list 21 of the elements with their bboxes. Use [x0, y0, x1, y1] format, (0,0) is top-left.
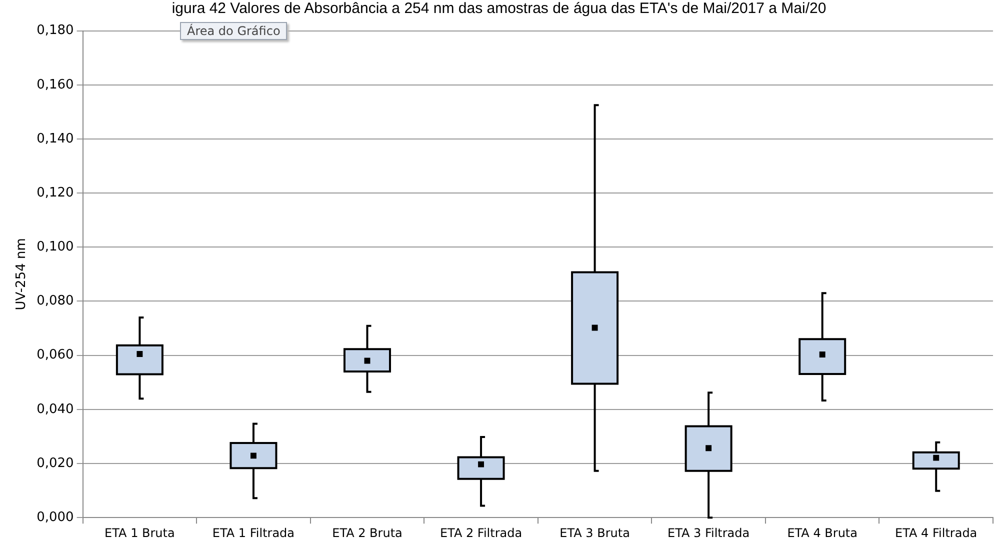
y-tick-label: 0,060	[36, 348, 74, 363]
y-tick-label: 0,000	[36, 510, 74, 525]
x-tick-label: ETA 1 Bruta	[104, 526, 175, 540]
x-tick-label: ETA 2 Bruta	[332, 526, 402, 540]
y-tick-label: 0,180	[36, 23, 74, 38]
x-tick-label: ETA 3 Bruta	[560, 526, 630, 540]
y-tick-label: 0,100	[36, 240, 74, 255]
x-tick-label: ETA 2 Filtrada	[440, 526, 522, 540]
annotation: Área do Gráfico	[180, 22, 288, 40]
y-tick-label: 0,040	[36, 402, 74, 417]
y-tick-label: 0,020	[36, 456, 74, 471]
y-axis-title: UV-254 nm	[14, 238, 30, 310]
chart-title: igura 42 Valores de Absorbância a 254 nm das amostras de água das ETA's de Mai/2017 a Mai/20	[170, 0, 828, 17]
x-tick-label: ETA 4 Bruta	[787, 526, 858, 540]
y-tick-label: 0,080	[36, 294, 74, 309]
x-tick-label: ETA 3 Filtrada	[668, 526, 750, 540]
y-tick-label: 0,140	[36, 131, 74, 146]
x-tick-label: ETA 1 Filtrada	[212, 526, 295, 540]
x-tick-label: ETA 4 Filtrada	[895, 526, 978, 540]
y-tick-label: 0,160	[36, 77, 74, 92]
y-tick-label: 0,120	[36, 185, 74, 200]
